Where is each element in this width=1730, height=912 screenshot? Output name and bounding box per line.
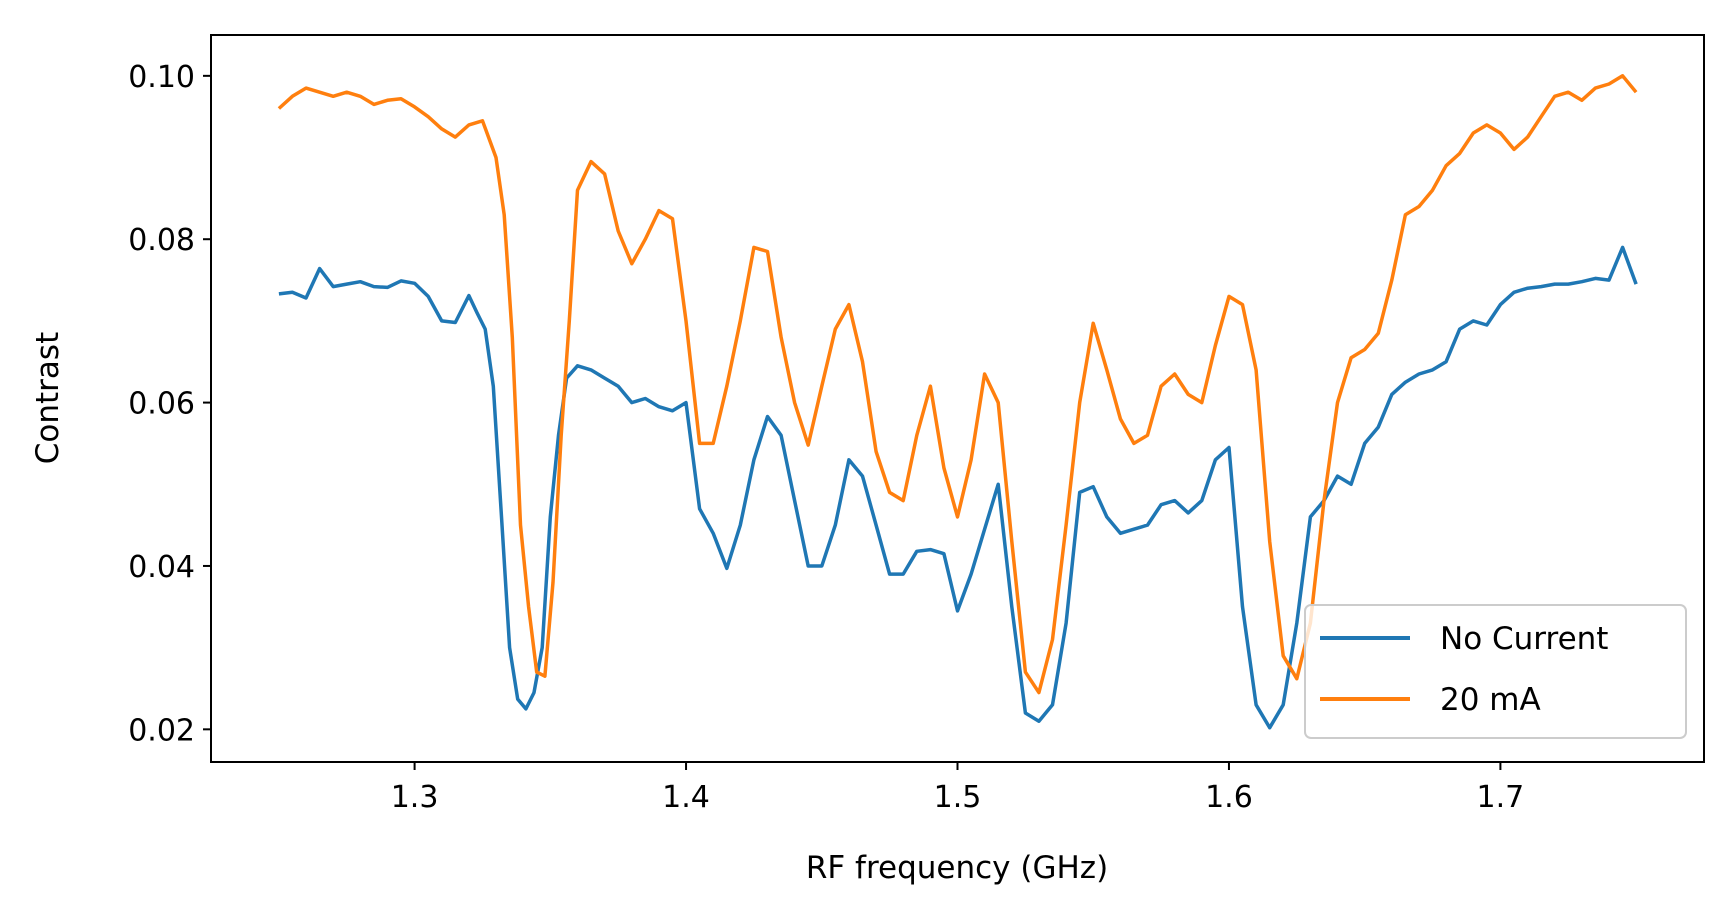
legend-label-20ma: 20 mA [1440, 682, 1541, 718]
y-axis-label: Contrast [30, 332, 66, 464]
y-tick-label: 0.08 [128, 223, 195, 258]
x-axis: 1.3 1.4 1.5 1.6 1.7 [391, 762, 1525, 815]
x-tick-label: 1.4 [662, 780, 710, 815]
legend: No Current 20 mA [1304, 604, 1687, 739]
x-tick-label: 1.5 [934, 780, 982, 815]
x-tick-label: 1.6 [1205, 780, 1253, 815]
y-tick-label: 0.06 [128, 387, 195, 422]
plot-area [277, 74, 1638, 730]
y-axis: 0.02 0.04 0.06 0.08 0.10 [128, 60, 211, 748]
x-axis-label: RF frequency (GHz) [806, 850, 1108, 886]
y-tick-label: 0.02 [128, 713, 195, 748]
series-line-20ma [277, 74, 1638, 695]
y-tick-label: 0.04 [128, 550, 195, 585]
x-tick-label: 1.7 [1477, 780, 1525, 815]
series-line-no-current [278, 245, 1638, 730]
legend-label-no-current: No Current [1440, 621, 1608, 657]
y-tick-label: 0.10 [128, 60, 195, 95]
x-tick-label: 1.3 [391, 780, 439, 815]
